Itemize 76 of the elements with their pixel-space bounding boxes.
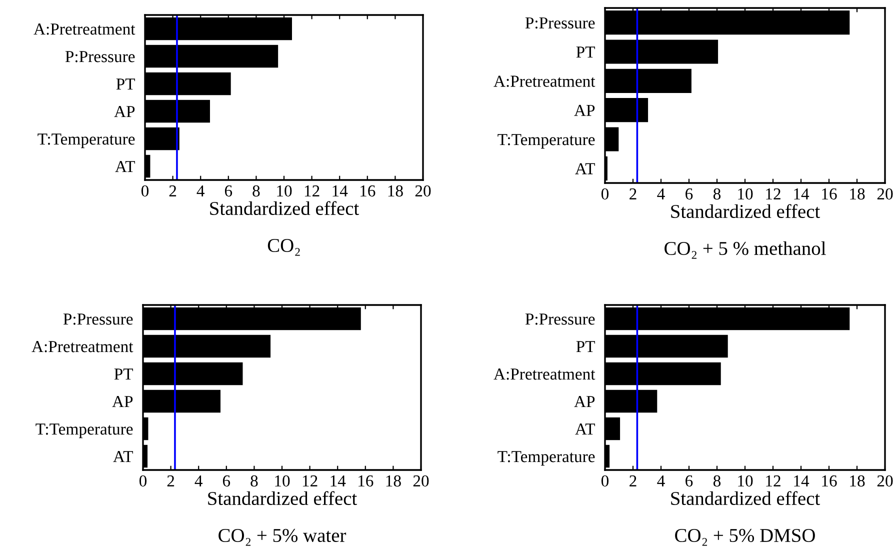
x-tick-label: 8	[713, 475, 721, 487]
x-tick-label: 18	[850, 188, 865, 200]
y-tick-label: AP	[114, 106, 135, 118]
y-tick-label: T:Temperature	[498, 451, 595, 466]
y-tick-label: PT	[576, 46, 596, 58]
x-tick-label: 6	[222, 475, 230, 487]
x-tick-label: 18	[388, 185, 403, 197]
y-tick-label: T:Temperature	[38, 134, 135, 148]
y-tick-label: AT	[575, 424, 595, 435]
x-tick-label: 0	[139, 475, 147, 487]
x-tick-label: 16	[822, 188, 837, 200]
x-tick-label: 18	[850, 475, 865, 487]
x-tick-label: 4	[194, 475, 203, 486]
x-axis-title: Standardized effect	[671, 204, 820, 218]
y-tick-label: AT	[115, 161, 135, 172]
y-tick-label: AP	[574, 396, 595, 408]
text: CO₂ + 5% DMSO	[675, 528, 815, 546]
x-tick-label: 14	[330, 475, 346, 486]
x-tick-label: 10	[738, 475, 753, 487]
y-tick-label: P:Pressure	[63, 314, 133, 325]
x-tick-label: 0	[601, 475, 609, 487]
x-tick-label: 4	[657, 188, 665, 200]
x-axis-title: Standardized effect	[208, 491, 358, 506]
x-axis-title: Standardized effect	[210, 201, 360, 216]
y-tick-label: PT	[116, 78, 136, 90]
y-tick-label: AP	[574, 104, 595, 116]
x-tick-label: 12	[302, 475, 318, 486]
x-tick-label: 0	[141, 185, 149, 197]
x-tick-label: 2	[630, 475, 636, 486]
x-tick-label: 10	[738, 188, 753, 200]
x-tick-label: 12	[304, 185, 320, 196]
x-tick-label: 8	[713, 188, 721, 200]
x-tick-label: 8	[252, 185, 260, 197]
x-tick-label: 8	[250, 475, 258, 487]
y-tick-label: P:Pressure	[65, 51, 135, 62]
x-tick-label: 6	[686, 188, 693, 200]
x-tick-label: 16	[822, 475, 837, 487]
x-tick-label: 10	[275, 475, 290, 487]
x-tick-label: 6	[224, 185, 232, 197]
x-tick-label: 20	[415, 185, 431, 197]
x-tick-label: 12	[766, 188, 780, 200]
x-tick-label: 2	[169, 185, 176, 196]
x-tick-label: 12	[766, 475, 780, 486]
x-tick-label: 18	[386, 475, 401, 487]
text: CO₂ + 5% water	[218, 528, 346, 546]
x-tick-label: 16	[360, 185, 376, 197]
y-tick-label: P:Pressure	[525, 17, 595, 29]
y-tick-label: AT	[575, 163, 595, 174]
y-tick-label: AP	[112, 396, 133, 408]
x-tick-label: 20	[877, 475, 893, 487]
x-tick-label: 4	[657, 475, 665, 486]
y-tick-label: A:Pretreatment	[32, 341, 134, 352]
x-tick-label: 6	[686, 475, 693, 487]
x-tick-label: 10	[277, 185, 292, 197]
y-tick-label: T:Temperature	[36, 424, 133, 438]
y-tick-label: P:Pressure	[525, 314, 595, 325]
text: CO₂ + 5 % methanol	[664, 241, 826, 259]
y-tick-label: PT	[576, 341, 596, 352]
x-tick-label: 14	[332, 185, 348, 196]
x-axis-title: Standardized effect	[671, 491, 820, 506]
x-tick-label: 4	[196, 185, 205, 196]
text: CO₂	[268, 238, 300, 256]
x-tick-label: 2	[167, 475, 174, 486]
y-tick-label: A:Pretreatment	[494, 368, 596, 380]
y-tick-label: A:Pretreatment	[494, 76, 596, 87]
y-tick-label: PT	[114, 368, 134, 380]
x-tick-label: 14	[794, 188, 810, 200]
y-tick-label: AT	[113, 451, 133, 462]
y-tick-label: T:Temperature	[498, 134, 595, 149]
y-tick-label: A:Pretreatment	[34, 24, 136, 35]
x-tick-label: 20	[413, 475, 429, 487]
x-tick-label: 14	[794, 475, 810, 486]
x-tick-label: 16	[358, 475, 374, 487]
x-tick-label: 20	[877, 188, 893, 200]
x-tick-label: 0	[601, 188, 609, 200]
x-tick-label: 2	[630, 188, 636, 200]
